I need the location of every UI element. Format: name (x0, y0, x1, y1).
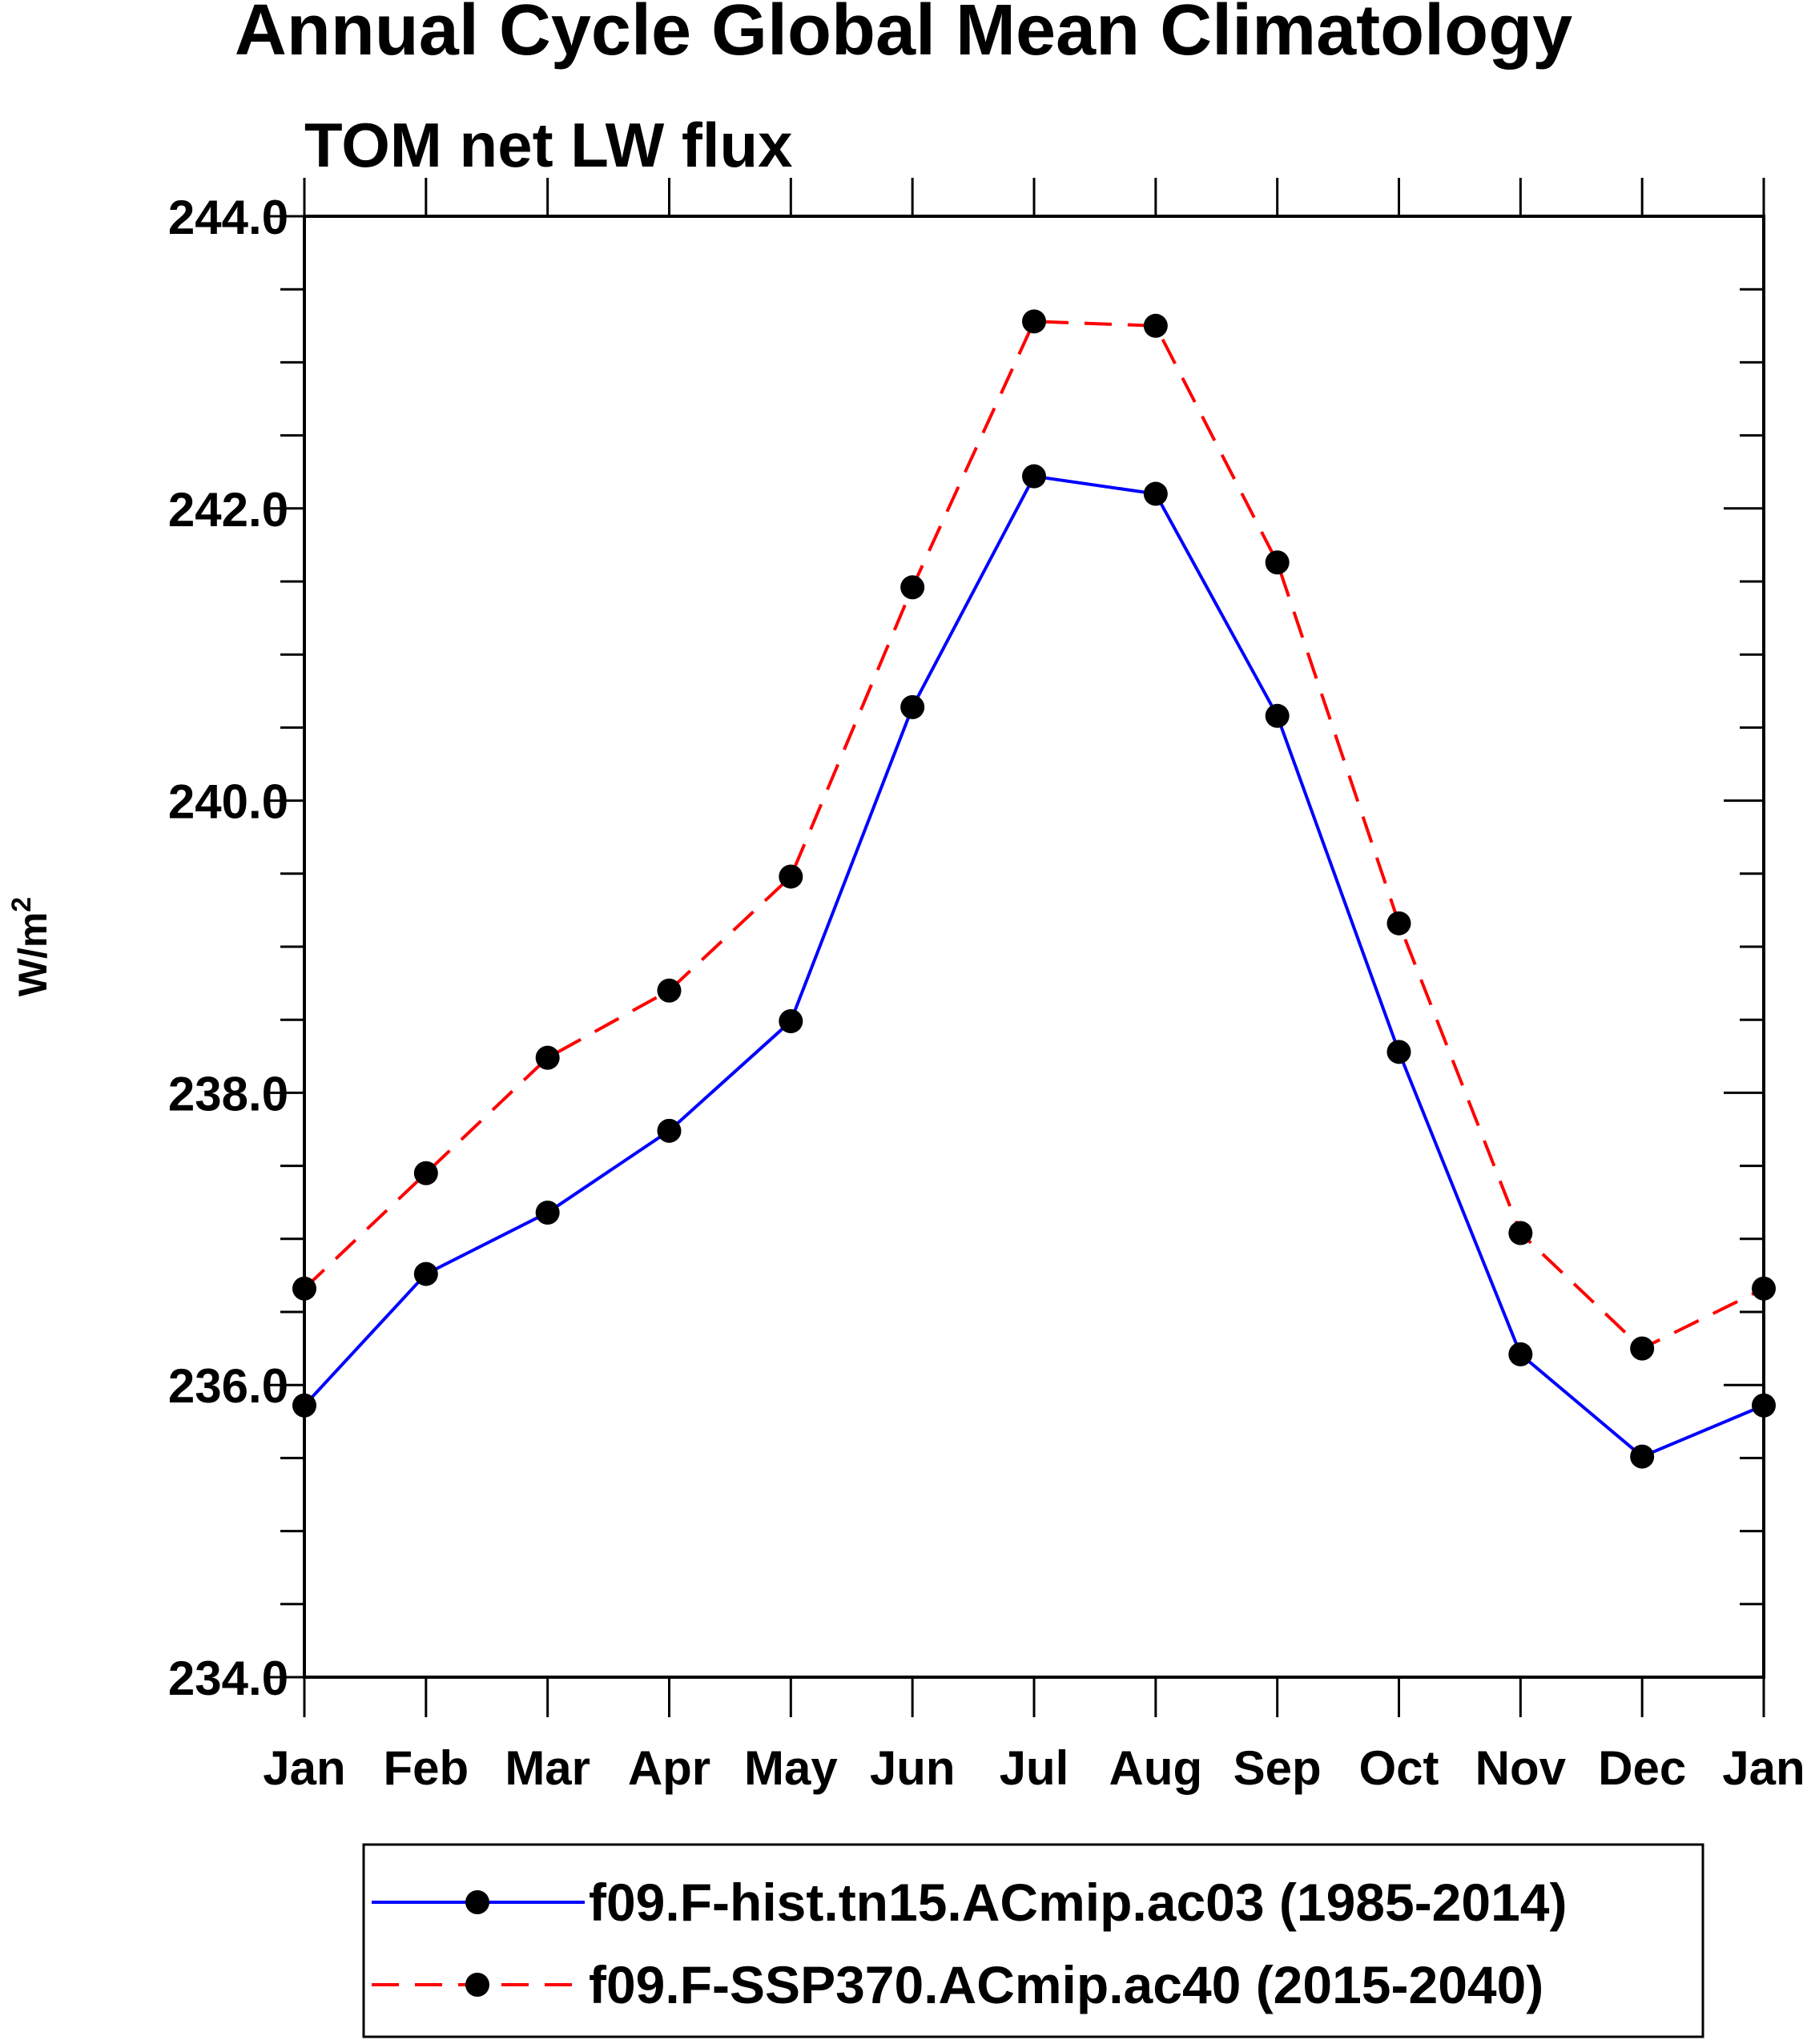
data-point (779, 864, 803, 889)
x-tick-label: Aug (1109, 1741, 1203, 1795)
legend-label: f09.F-SSP370.ACmip.ac40 (2015-2040) (589, 1955, 1543, 2014)
y-tick-label: 242.0 (168, 483, 288, 537)
x-tick-label: Jun (870, 1741, 956, 1795)
chart-title: Annual Cycle Global Mean Climatology (235, 0, 1572, 70)
legend-marker (465, 1973, 489, 1997)
y-axis-label-superscript: 2 (6, 897, 37, 912)
legend-marker (465, 1890, 489, 1914)
x-tick-label: Jan (263, 1741, 345, 1795)
data-point (1508, 1342, 1533, 1366)
data-point (292, 1393, 316, 1418)
data-point (413, 1161, 438, 1185)
legend-box (362, 1843, 1704, 2038)
y-tick-label: 238.0 (168, 1067, 288, 1121)
x-tick-label: Mar (505, 1741, 590, 1795)
x-axis: Jan Feb Mar Apr May Jun Jul Aug Sep Oct Nov Dec Jan (263, 178, 1805, 1795)
data-point (292, 1276, 316, 1301)
legend: f09.F-hist.tn15.ACmip.ac03 (1985-2014) f0… (372, 1873, 1567, 2014)
data-point (1386, 911, 1411, 935)
x-tick-label: Nov (1475, 1741, 1567, 1795)
x-tick-label: May (744, 1741, 838, 1795)
y-tick-label: 234.0 (168, 1652, 288, 1705)
data-point (657, 1118, 682, 1143)
data-point (900, 575, 925, 600)
data-point (1265, 550, 1290, 575)
data-point (1752, 1393, 1776, 1418)
data-point (1143, 313, 1168, 338)
data-point (1752, 1276, 1776, 1301)
x-tick-label: Dec (1598, 1741, 1686, 1795)
y-axis: 234.0 236.0 238.0 240.0 242.0 244.0 (168, 191, 1764, 1705)
series-layer (292, 309, 1776, 1469)
data-point (1143, 481, 1168, 506)
x-tick-label: Oct (1358, 1741, 1439, 1795)
plot-area-frame (303, 215, 1765, 1679)
y-tick-label: 240.0 (168, 775, 288, 829)
data-point (657, 978, 682, 1003)
data-point (1386, 1040, 1411, 1064)
series-line (303, 474, 1765, 1459)
data-point (779, 1009, 803, 1034)
y-axis-label-unit: W/m (10, 912, 55, 997)
y-axis-label: W/m2 (6, 897, 55, 996)
data-point (1022, 309, 1046, 334)
data-point (1630, 1336, 1655, 1361)
chart-subtitle: TOM net LW flux (304, 110, 793, 180)
data-point (535, 1200, 560, 1225)
data-point (413, 1261, 438, 1286)
x-tick-label: Sep (1234, 1741, 1322, 1795)
data-point (900, 694, 925, 719)
y-tick-label: 236.0 (168, 1359, 288, 1413)
y-tick-label: 244.0 (168, 191, 288, 244)
data-point (1508, 1221, 1533, 1245)
data-point (535, 1045, 560, 1070)
data-point (1265, 703, 1290, 728)
x-tick-label: Feb (383, 1741, 469, 1795)
data-point (1022, 464, 1046, 489)
data-point (1630, 1444, 1655, 1469)
x-tick-label: Jan (1722, 1741, 1805, 1795)
legend-label: f09.F-hist.tn15.ACmip.ac03 (1985-2014) (589, 1873, 1567, 1932)
x-tick-label: Apr (628, 1741, 710, 1795)
x-tick-label: Jul (1000, 1741, 1069, 1795)
